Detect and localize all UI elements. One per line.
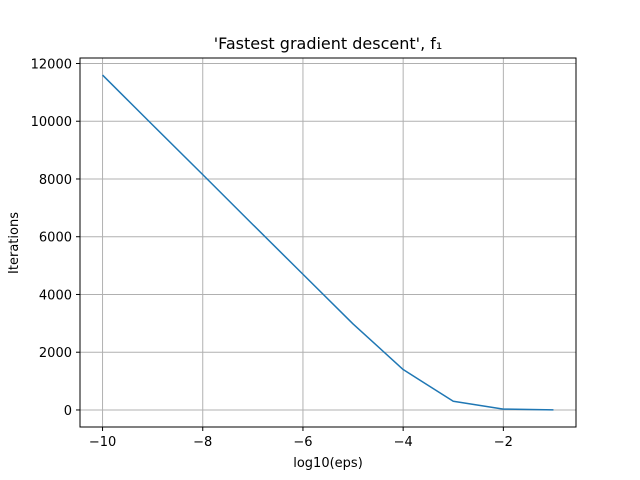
y-axis: 0 2000 4000 6000 8000 10000 12000 <box>31 57 80 419</box>
plot-frame <box>79 57 577 428</box>
series-layer <box>102 74 554 411</box>
series-line <box>102 74 554 411</box>
y-tick-label: 12000 <box>31 57 72 72</box>
x-tick-label: −2 <box>494 435 513 450</box>
y-tick-label: 10000 <box>31 115 72 130</box>
grid <box>80 58 576 427</box>
y-axis-label: Iterations <box>7 212 22 274</box>
chart-title: 'Fastest gradient descent', f₁ <box>214 34 443 53</box>
x-tick-label: −8 <box>193 435 212 450</box>
x-axis: −10 −8 −6 −4 −2 <box>89 427 513 450</box>
x-tick-label: −10 <box>89 435 116 450</box>
x-tick-label: −4 <box>394 435 413 450</box>
x-tick-label: −6 <box>293 435 312 450</box>
y-tick-label: 8000 <box>39 173 72 188</box>
y-tick-label: 0 <box>64 404 72 419</box>
y-tick-label: 2000 <box>39 346 72 361</box>
x-axis-label: log10(eps) <box>293 456 363 471</box>
y-tick-label: 4000 <box>39 288 72 303</box>
y-tick-label: 6000 <box>39 231 72 246</box>
